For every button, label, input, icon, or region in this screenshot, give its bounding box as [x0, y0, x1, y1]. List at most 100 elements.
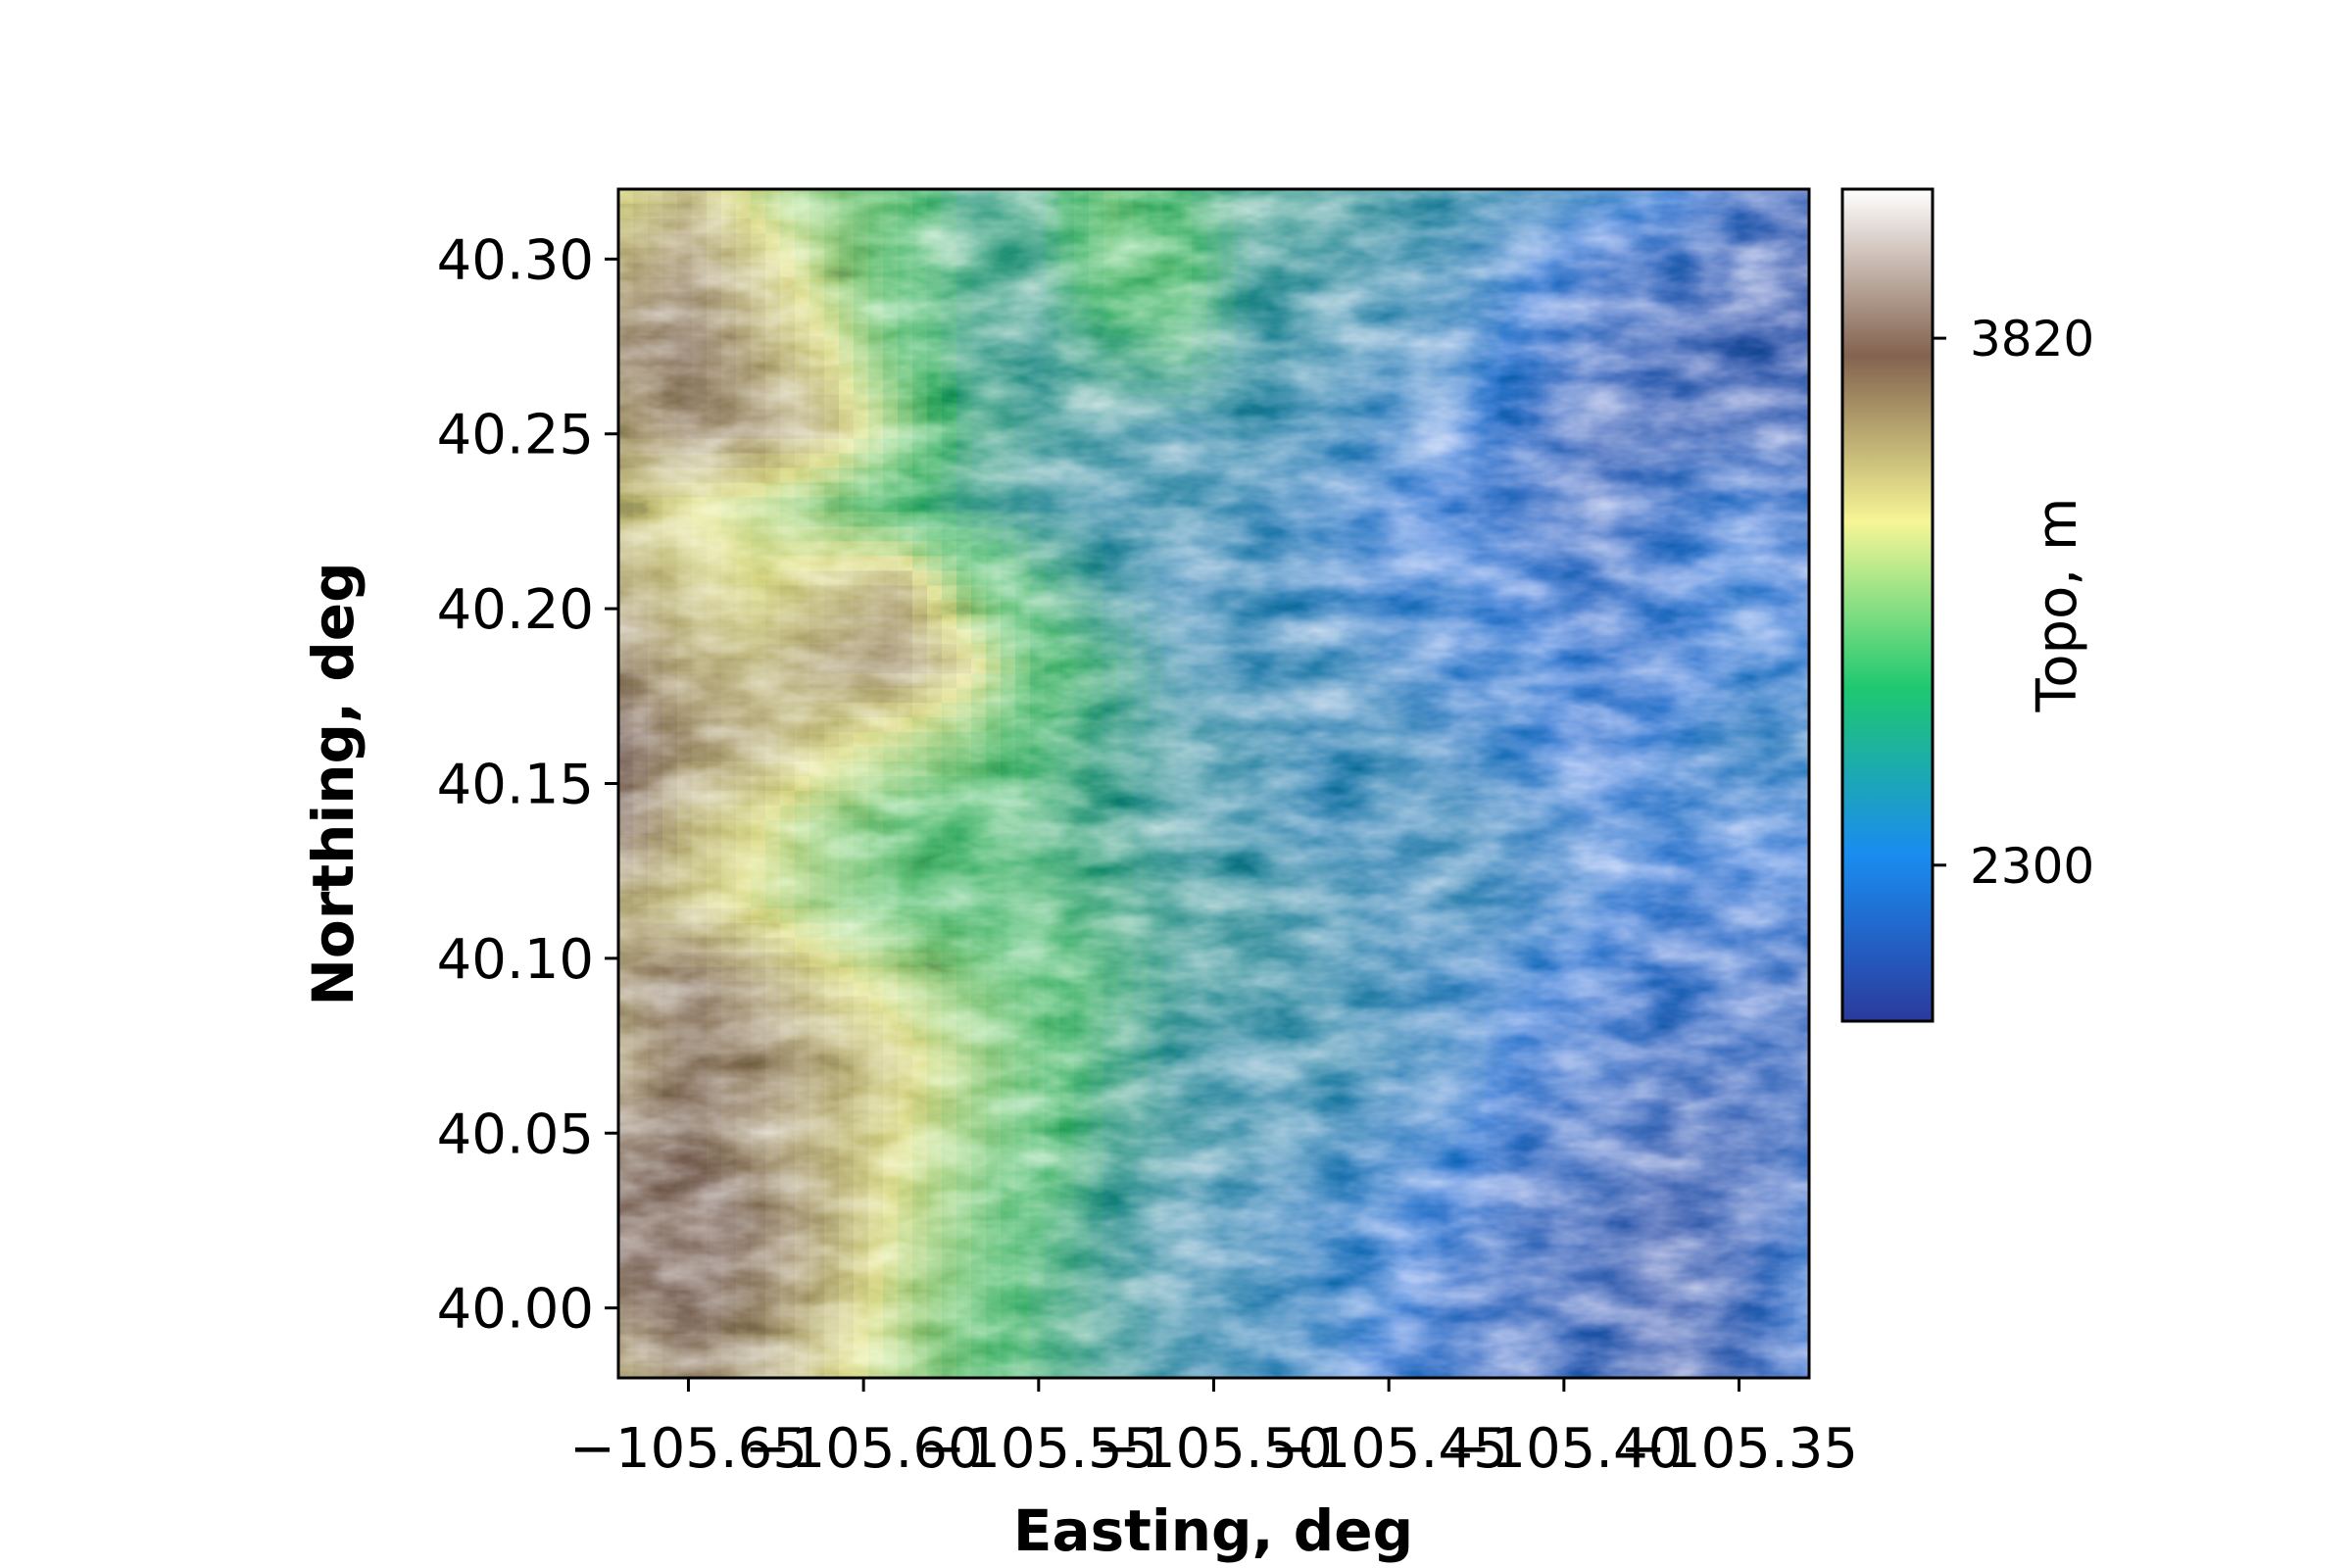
relief-cell — [1133, 703, 1149, 718]
relief-cell — [677, 1025, 693, 1042]
relief-cell — [662, 409, 678, 425]
relief-cell — [1015, 1084, 1031, 1101]
relief-cell — [1794, 394, 1809, 411]
relief-cell — [765, 981, 781, 998]
relief-cell — [1486, 703, 1501, 718]
relief-cell — [1192, 1084, 1207, 1101]
relief-cell — [1045, 541, 1060, 558]
relief-cell — [1750, 849, 1766, 865]
relief-cell — [707, 306, 722, 322]
relief-cell — [721, 218, 737, 234]
relief-cell — [1456, 1054, 1472, 1071]
relief-cell — [1456, 776, 1472, 792]
relief-cell — [1001, 834, 1016, 851]
relief-cell — [1721, 644, 1737, 661]
relief-cell — [1148, 512, 1163, 528]
relief-cell — [1074, 247, 1090, 264]
relief-cell — [1001, 232, 1016, 249]
relief-cell — [839, 570, 855, 587]
relief-cell — [1236, 189, 1251, 205]
relief-cell — [1530, 834, 1545, 851]
relief-cell — [1515, 394, 1531, 411]
relief-cell — [1103, 1025, 1119, 1042]
relief-cell — [736, 922, 752, 939]
relief-cell — [898, 688, 913, 704]
relief-cell — [956, 189, 972, 205]
relief-cell — [912, 863, 928, 880]
relief-cell — [1103, 863, 1119, 880]
relief-cell — [1721, 541, 1737, 558]
relief-cell — [1089, 541, 1104, 558]
relief-cell — [927, 335, 943, 352]
relief-cell — [1324, 526, 1340, 543]
relief-cell — [736, 761, 752, 777]
relief-cell — [1515, 438, 1531, 455]
relief-cell — [986, 379, 1002, 396]
relief-cell — [751, 629, 766, 646]
relief-cell — [1780, 659, 1795, 674]
relief-cell — [1603, 761, 1619, 777]
relief-cell — [1118, 600, 1134, 616]
relief-cell — [1368, 790, 1384, 807]
relief-cell — [765, 541, 781, 558]
relief-cell — [707, 644, 722, 661]
relief-cell — [1500, 320, 1516, 337]
relief-cell — [927, 805, 943, 821]
relief-cell — [854, 526, 869, 543]
relief-cell — [1148, 467, 1163, 484]
relief-cell — [721, 394, 737, 411]
relief-cell — [1706, 747, 1722, 762]
relief-cell — [1265, 673, 1281, 689]
relief-cell — [1427, 276, 1443, 293]
relief-cell — [1177, 497, 1193, 514]
relief-cell — [707, 629, 722, 646]
relief-cell — [1309, 497, 1325, 514]
relief-cell — [986, 703, 1002, 718]
relief-cell — [1192, 247, 1207, 264]
relief-cell — [824, 981, 840, 998]
relief-cell — [1574, 218, 1590, 234]
relief-cell — [1750, 203, 1766, 220]
relief-cell — [1559, 203, 1575, 220]
relief-cell — [1544, 600, 1560, 616]
relief-cell — [1677, 1040, 1692, 1056]
relief-cell — [1309, 952, 1325, 968]
relief-cell — [1001, 996, 1016, 1012]
relief-cell — [1603, 981, 1619, 998]
relief-cell — [1618, 1054, 1634, 1071]
relief-cell — [633, 394, 649, 411]
relief-cell — [868, 585, 884, 602]
relief-cell — [1633, 659, 1648, 674]
relief-cell — [1030, 585, 1046, 602]
relief-cell — [927, 467, 943, 484]
relief-cell — [1383, 320, 1398, 337]
relief-cell — [1309, 291, 1325, 308]
relief-cell — [1324, 232, 1340, 249]
relief-cell — [1515, 379, 1531, 396]
relief-cell — [839, 849, 855, 865]
relief-cell — [1089, 966, 1104, 983]
relief-cell — [1515, 203, 1531, 220]
relief-cell — [1427, 937, 1443, 954]
relief-cell — [1133, 717, 1149, 733]
relief-cell — [1103, 423, 1119, 440]
relief-cell — [1530, 863, 1545, 880]
relief-cell — [1148, 291, 1163, 308]
relief-cell — [1750, 776, 1766, 792]
relief-cell — [1765, 805, 1781, 821]
relief-cell — [1397, 805, 1413, 821]
relief-cell — [751, 526, 766, 543]
relief-cell — [1471, 497, 1487, 514]
relief-cell — [1530, 600, 1545, 616]
relief-cell — [1603, 1010, 1619, 1027]
relief-cell — [1177, 438, 1193, 455]
relief-cell — [1192, 570, 1207, 587]
relief-cell — [1383, 805, 1398, 821]
relief-cell — [648, 482, 663, 499]
relief-cell — [868, 218, 884, 234]
relief-cell — [721, 673, 737, 689]
relief-cell — [1471, 805, 1487, 821]
relief-cell — [1647, 819, 1663, 836]
relief-cell — [1280, 262, 1296, 278]
relief-cell — [1397, 1069, 1413, 1086]
